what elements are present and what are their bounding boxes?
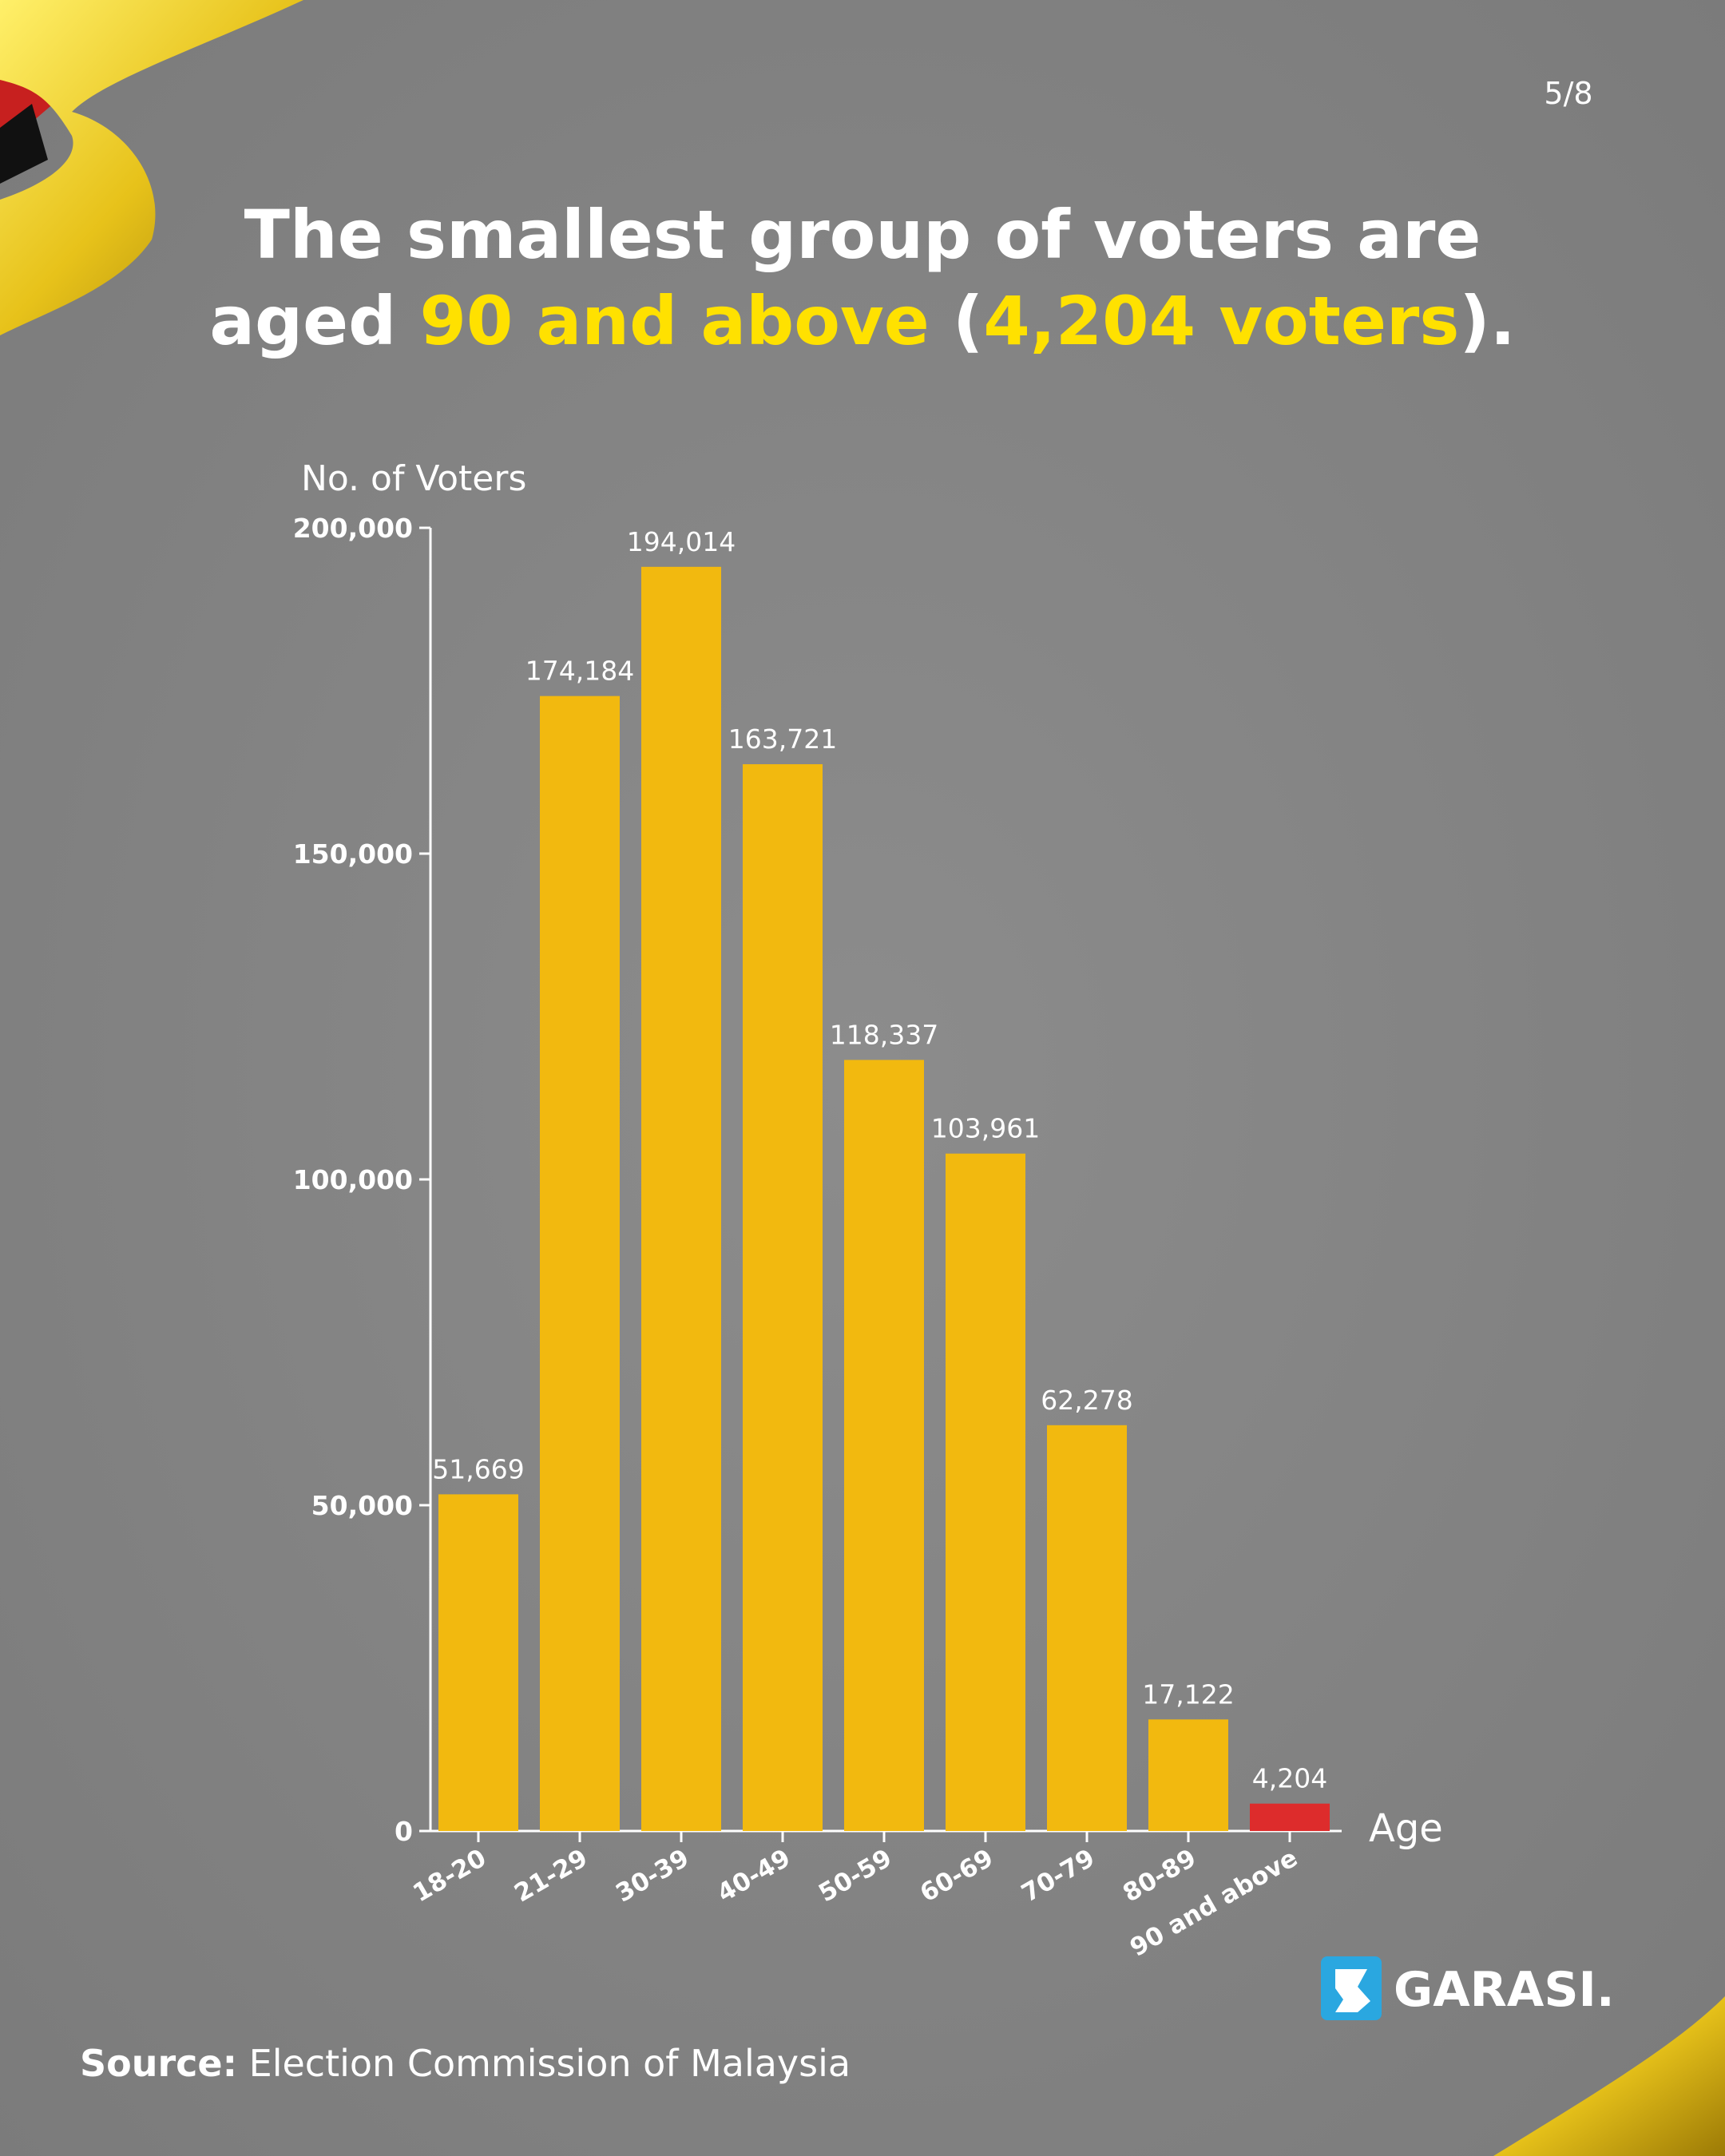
- title-part: The smallest group of voters are: [244, 196, 1481, 274]
- value-label: 4,204: [1252, 1763, 1327, 1794]
- value-label: 163,721: [728, 723, 837, 755]
- value-label: 17,122: [1142, 1678, 1234, 1710]
- bar: [641, 566, 721, 1832]
- value-label: 51,669: [432, 1453, 524, 1484]
- value-label: 118,337: [830, 1019, 938, 1050]
- bar: [438, 1494, 518, 1831]
- y-tick-label: 100,000: [293, 1164, 413, 1195]
- title-part: (: [930, 282, 984, 360]
- bar: [1047, 1425, 1127, 1831]
- y-axis-label: No. of Voters: [301, 458, 526, 499]
- bar: [946, 1153, 1025, 1831]
- bar: [540, 696, 620, 1831]
- y-tick-label: 0: [395, 1816, 413, 1847]
- bar: [844, 1060, 924, 1831]
- title-part: 90 and above: [419, 282, 929, 360]
- source: Source: Election Commission of Malaysia: [80, 2042, 851, 2085]
- chart-title: The smallest group of voters are aged 90 …: [209, 196, 1515, 360]
- bar: [743, 764, 823, 1831]
- source-text: Election Commission of Malaysia: [249, 2042, 851, 2085]
- value-label: 174,184: [525, 656, 634, 687]
- source-label: Source:: [80, 2042, 237, 2085]
- x-axis-label: Age: [1369, 1806, 1443, 1851]
- title-part: aged: [209, 282, 419, 360]
- ribbon-gold: [1493, 1996, 1725, 2156]
- y-tick-label: 50,000: [311, 1490, 413, 1521]
- ribbon-black: [0, 104, 48, 184]
- y-tick-label: 200,000: [293, 513, 413, 544]
- title-part: 4,204 voters: [983, 282, 1459, 360]
- logo: GARASI.: [1321, 1956, 1615, 2020]
- bar: [1250, 1803, 1330, 1831]
- logo-text: GARASI.: [1394, 1962, 1615, 2018]
- bar: [1148, 1719, 1228, 1831]
- value-label: 62,278: [1041, 1385, 1132, 1416]
- page-number: 5/8: [1544, 76, 1592, 111]
- logo-glyph: [1335, 1969, 1370, 2012]
- y-tick-label: 150,000: [293, 838, 413, 870]
- value-label: 194,014: [627, 526, 736, 557]
- title-part: ).: [1459, 282, 1515, 360]
- value-label: 103,961: [931, 1113, 1040, 1144]
- ribbon-gold: [0, 0, 303, 335]
